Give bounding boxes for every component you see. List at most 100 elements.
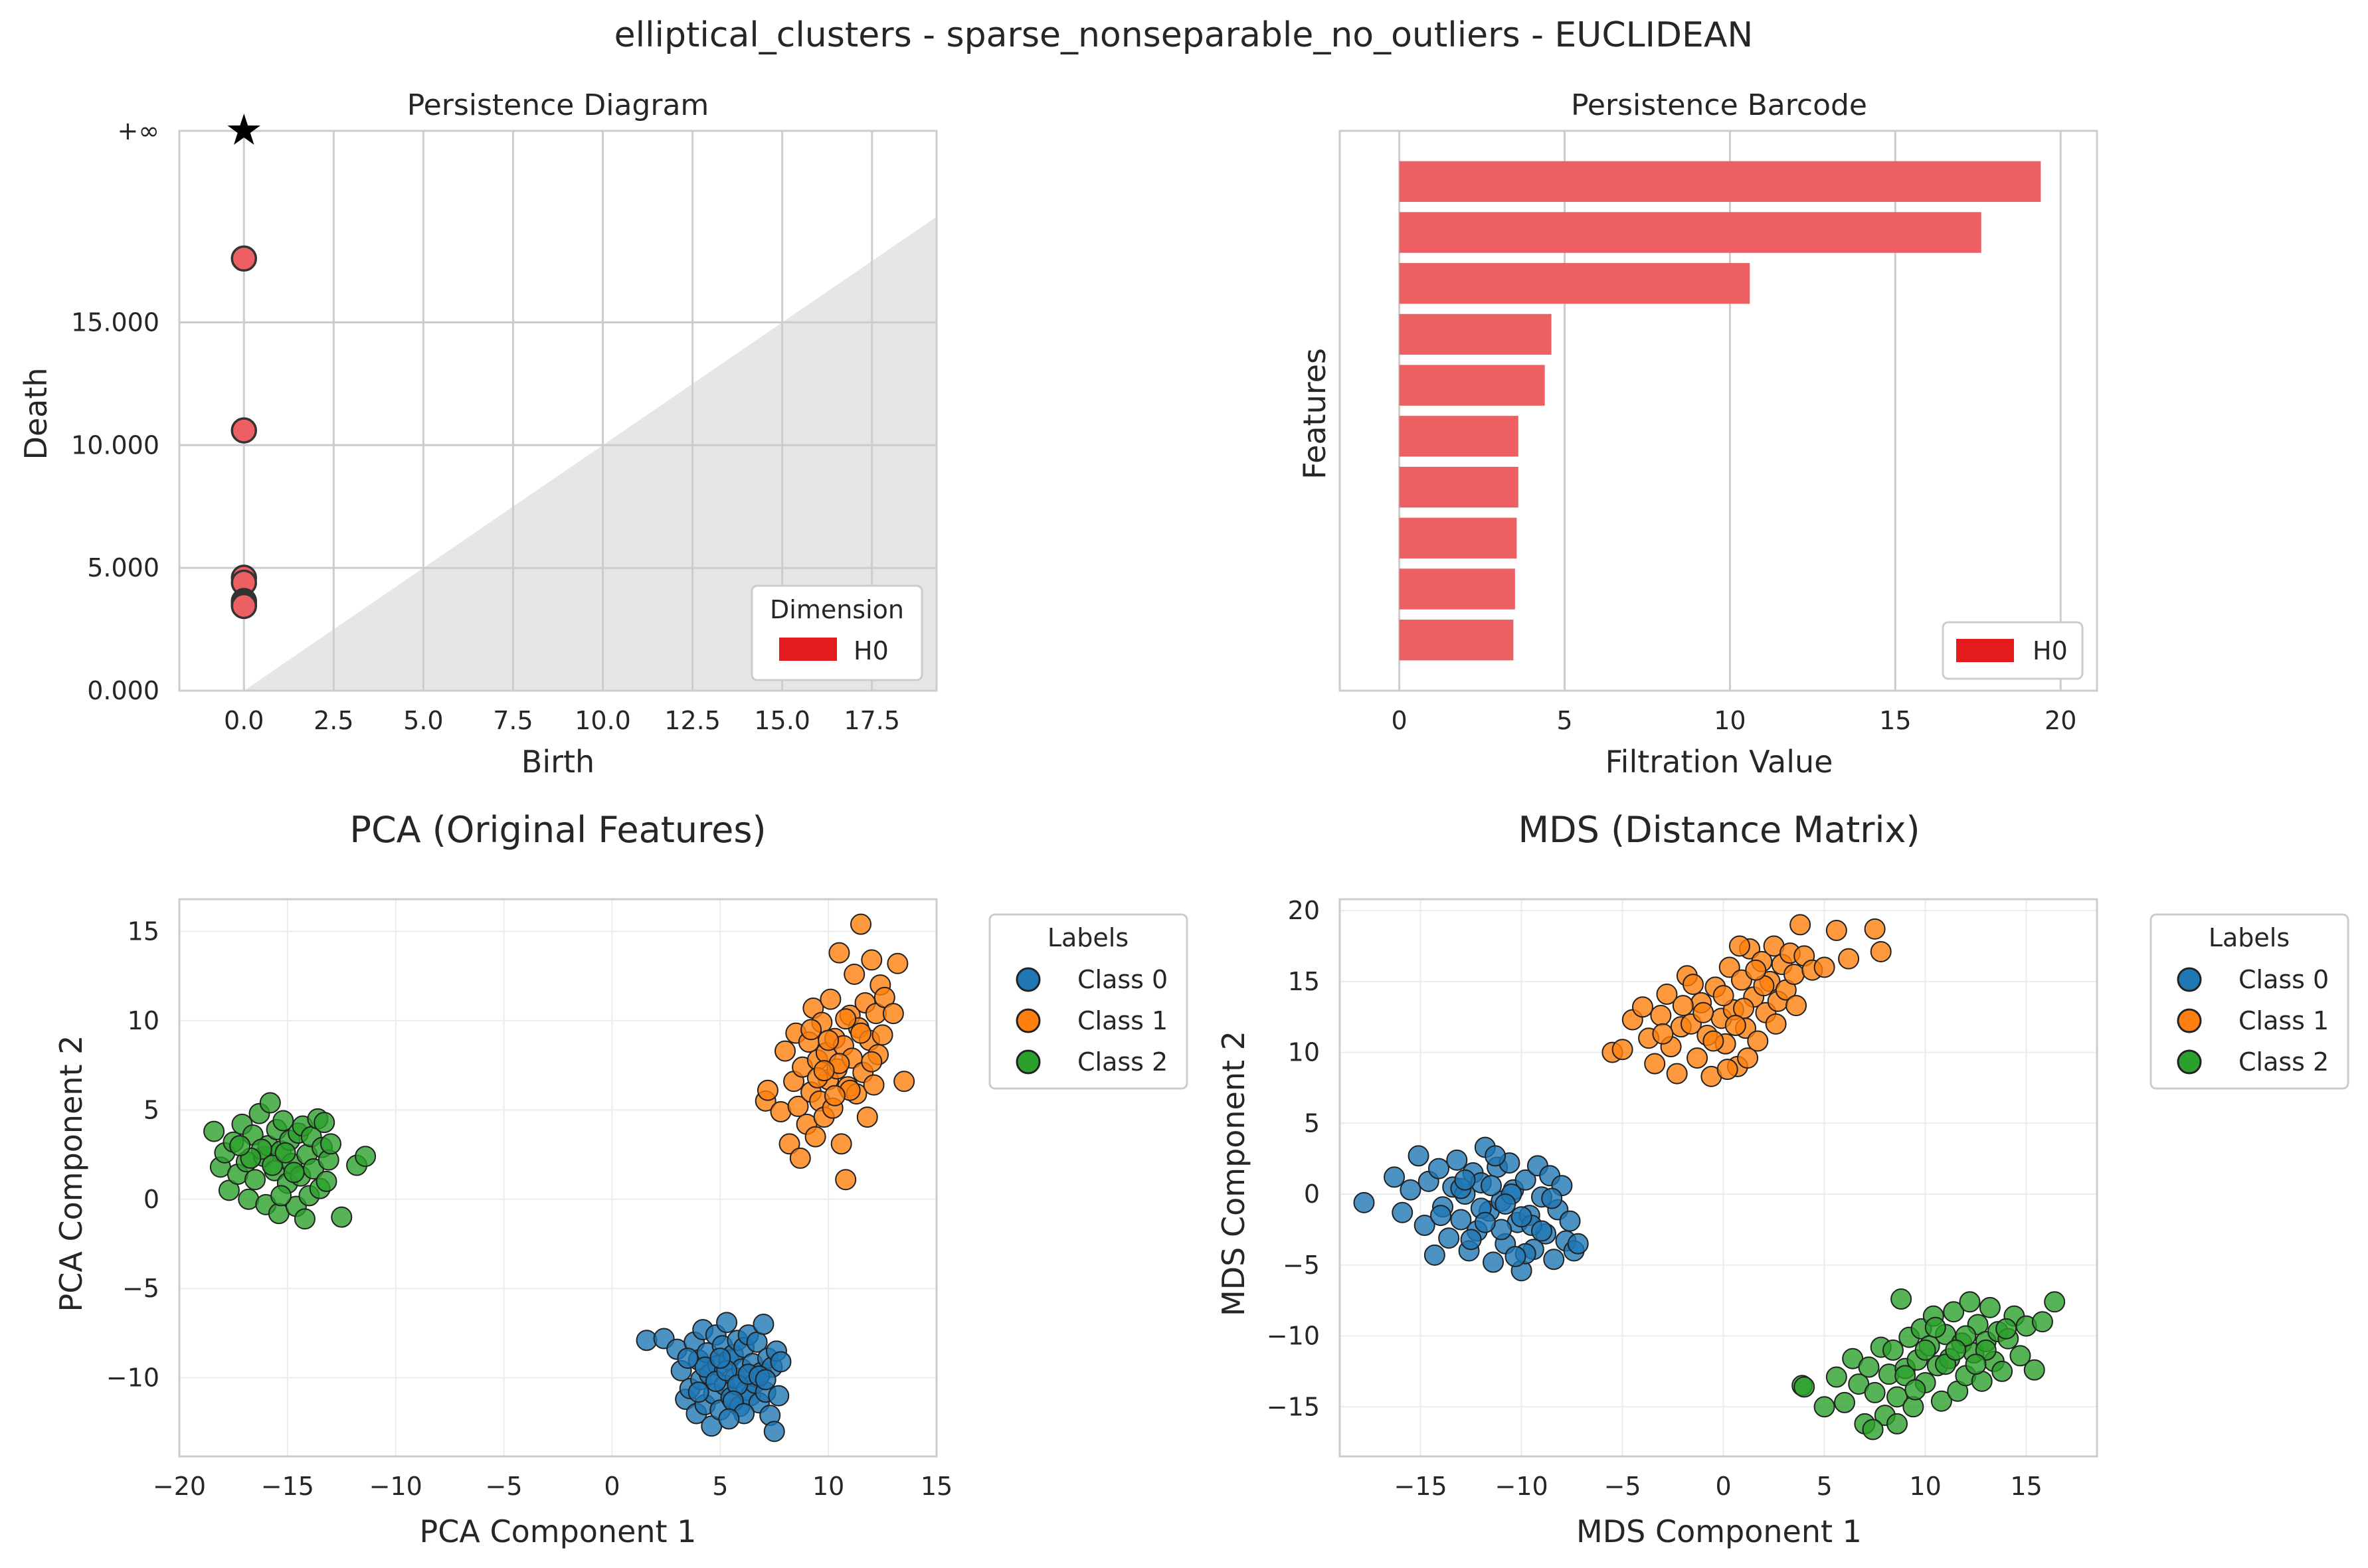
class2-point	[1793, 1376, 1815, 1398]
class2-point	[1886, 1413, 1908, 1435]
mds-y-tick-label: 5	[1304, 1108, 1320, 1138]
class1-point	[1666, 1063, 1688, 1085]
class0-point	[1430, 1205, 1451, 1227]
pca-x-tick-label: 10	[812, 1472, 844, 1501]
class0-point	[1483, 1251, 1504, 1273]
class1-point	[1864, 918, 1886, 940]
pd-y-tick-label: 15.000	[71, 307, 159, 337]
class1-point	[824, 1085, 846, 1106]
mds-panel: MDS (Distance Matrix) −15 −10 −5 0 5 10 15−15−…	[1216, 809, 2349, 1549]
h0-point	[230, 592, 258, 620]
mds-title: MDS (Distance Matrix)	[1518, 809, 1920, 851]
class0-point	[1531, 1220, 1552, 1242]
class1-point	[800, 1019, 822, 1041]
h0-point	[230, 245, 258, 272]
class1-point	[1656, 984, 1678, 1005]
pca-x-tick-label: 5	[712, 1472, 728, 1501]
class1-point	[1747, 1030, 1769, 1052]
class2-point	[1959, 1291, 1981, 1313]
pca-x-tick-label: −15	[261, 1472, 314, 1501]
persistence-barcode-legend: H0	[1942, 621, 2084, 680]
class1-point	[1652, 1023, 1674, 1045]
pca-y-tick-label: 10	[128, 1006, 159, 1035]
legend-marker-class0	[1016, 967, 1041, 992]
class2-point	[283, 1162, 305, 1183]
legend-frame	[2149, 913, 2349, 1090]
persistence-diagram-plot: 0.0 2.5 5.0 7.5 10.0 12.5 15.0 17.5 0.000 5.000 10…	[71, 114, 938, 735]
class0-point	[1413, 1215, 1435, 1237]
class2-point	[2031, 1311, 2053, 1333]
class0-point	[1485, 1145, 1506, 1167]
class1-point	[787, 1095, 809, 1117]
class1-point	[850, 913, 871, 935]
class2-point	[1862, 1419, 1884, 1440]
class1-point	[1644, 1053, 1666, 1075]
class1-point	[778, 1133, 800, 1155]
class1-point	[856, 1106, 878, 1128]
class0-point	[1504, 1245, 1526, 1267]
class2-point	[1858, 1356, 1880, 1378]
pca-xlabel: PCA Component 1	[420, 1514, 697, 1549]
class1-point	[1702, 1030, 1724, 1052]
legend-label-class0: Class 0	[1077, 965, 1168, 994]
pca-legend: Labels Class 0 Class 1 Class 2	[988, 913, 1188, 1090]
class0-point	[763, 1421, 785, 1442]
mds-ylabel: MDS Component 2	[1216, 1031, 1251, 1316]
pca-y-tick-label: 0	[143, 1185, 159, 1214]
class1-point	[1745, 959, 1767, 981]
class0-point	[755, 1369, 776, 1391]
class1-point	[789, 1147, 811, 1169]
class1-point	[882, 1003, 904, 1025]
class0-point	[1559, 1210, 1581, 1232]
pca-ylabel: PCA Component 2	[53, 1035, 89, 1312]
class0-point	[1427, 1158, 1449, 1179]
class2-point	[1825, 1366, 1847, 1388]
class2-point	[1882, 1339, 1904, 1361]
class2-point	[1943, 1301, 1965, 1323]
mds-x-tick-label: −10	[1495, 1472, 1548, 1501]
class2-point	[2009, 1345, 2031, 1367]
pca-axes-frame	[178, 898, 938, 1458]
class1-point	[1611, 1039, 1633, 1061]
infinity-tick-label: +∞	[118, 116, 160, 145]
class1-point	[861, 1051, 883, 1073]
class0-point	[753, 1314, 774, 1336]
class1-point	[1789, 914, 1811, 936]
persistence-diagram-legend: Dimension H0	[751, 584, 923, 681]
pca-y-tick-label: −10	[106, 1363, 159, 1393]
bc-x-tick-label: 0	[1392, 706, 1408, 735]
legend-swatch-h0	[1956, 639, 2014, 662]
mds-xlabel: MDS Component 1	[1576, 1514, 1862, 1549]
mds-y-tick-label: 15	[1288, 967, 1320, 996]
h0-bar	[1399, 313, 1552, 355]
pca-y-tick-label: −5	[122, 1274, 159, 1303]
class0-point	[1454, 1169, 1476, 1191]
class1-point	[1632, 996, 1653, 1018]
class0-point	[1510, 1206, 1532, 1228]
class2-point	[1834, 1391, 1855, 1413]
h0-bar	[1399, 365, 1545, 406]
mds-axes-frame	[1338, 898, 2098, 1458]
class1-point	[1692, 1002, 1714, 1023]
persistence-diagram-xlabel: Birth	[521, 744, 594, 780]
legend-title: Dimension	[770, 595, 904, 624]
class1-point	[828, 942, 850, 964]
class1-point	[1728, 935, 1750, 957]
legend-label-class2: Class 2	[2238, 1047, 2329, 1077]
persistence-diagram-panel: Persistence Diagram 0.0 2.5 5.0 7.5 10.0 12.5…	[18, 88, 938, 780]
legend-label-h0: H0	[2033, 636, 2068, 665]
class1-point	[1724, 1015, 1746, 1037]
h0-bar	[1399, 568, 1515, 610]
class2-point	[1924, 1316, 1946, 1338]
class2-point	[270, 1185, 292, 1207]
mds-x-tick-label: 15	[2010, 1472, 2042, 1501]
bc-x-tick-label: 20	[2045, 706, 2076, 735]
class2-point	[262, 1154, 284, 1176]
persistence-barcode-title: Persistence Barcode	[1571, 88, 1867, 122]
class0-point	[677, 1348, 699, 1369]
class1-point	[1716, 1059, 1738, 1081]
pd-x-tick-label: 10.0	[575, 706, 631, 735]
pca-x-tick-label: 0	[604, 1472, 620, 1501]
pd-x-tick-label: 5.0	[403, 706, 443, 735]
h0-bar	[1399, 466, 1518, 508]
